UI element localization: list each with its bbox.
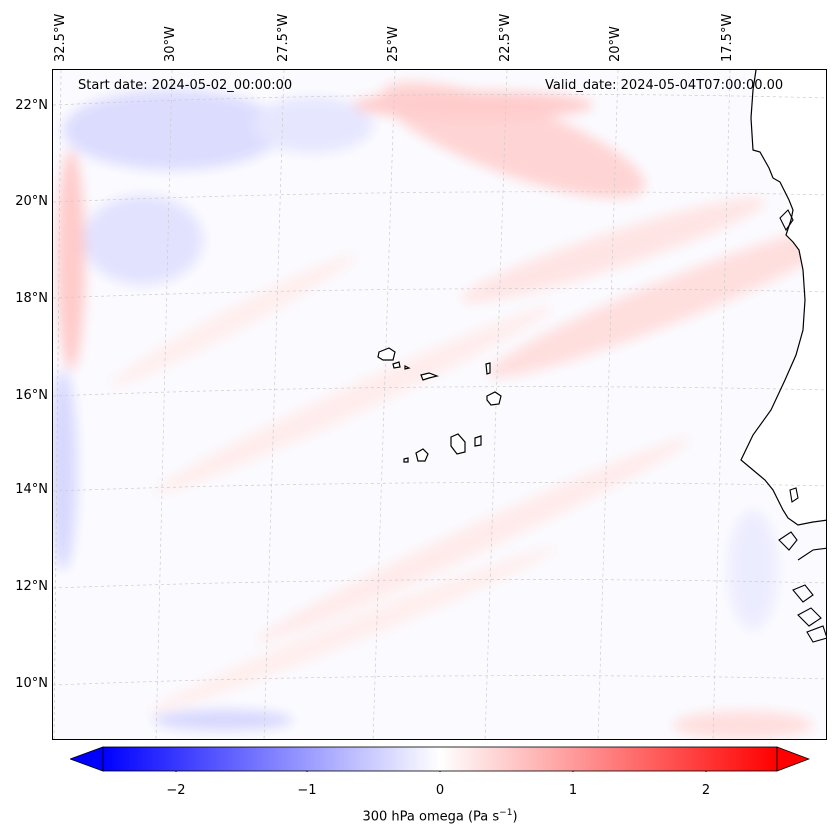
colorbar-title-text: 300 hPa omega (Pa s [362,809,500,825]
omega-positive-area [487,222,826,378]
island-santiago [450,433,466,455]
colorbar-low-extension [68,746,104,772]
coast-detail [792,584,814,603]
africa-landmass [741,70,826,525]
meridian-17-5w [712,70,731,739]
omega-map-panel [52,69,827,740]
lon-label-27-5w: 27.5°W [276,13,291,62]
colorbar-tick-label: 1 [568,783,578,798]
coast-detail [797,607,822,627]
omega-negative-area [153,710,293,730]
parallel-18n [53,288,826,299]
lat-label-22n: 22°N [15,98,48,113]
start-date-label: Start date: 2024-05-02_00:00:00 [78,78,293,93]
lon-label-32-5w: 32.5°W [53,13,68,62]
coast-detail [806,625,826,643]
graticule [53,70,826,739]
colorbar-tick-label: 2 [701,783,711,798]
colorbar-high-extension [776,746,811,772]
island-fogo [415,448,429,462]
coast-detail [797,547,826,561]
omega-negative-area [63,90,283,170]
omega-field-map [53,70,826,739]
parallel-12n [53,579,826,589]
omega-positive-area [109,253,357,387]
omega-positive-area [57,150,85,370]
cape-verde-islands [377,347,502,463]
meridian-25w [372,70,396,739]
colorbar-tick-label: 0 [435,783,445,798]
omega-negative-area [253,97,373,153]
colorbar-title-exponent: −1 [499,808,513,818]
parallel-10n [53,675,826,686]
colorbar-svg [68,746,811,776]
omega-negative-area [53,370,77,570]
parallel-14n [53,482,826,492]
lon-label-20w: 20°W [608,26,623,62]
island-sal [485,362,491,375]
lon-label-22-5w: 22.5°W [498,13,513,62]
omega-positive-area [673,711,813,739]
parallel-20n [53,191,826,203]
lon-label-30w: 30°W [163,26,178,62]
parallel-22n [53,93,826,106]
omega-negative-area [728,510,778,630]
lat-label-12n: 12°N [15,579,48,594]
meridian-27-5w [263,70,285,739]
lat-label-16n: 16°N [15,388,48,403]
island-santa-luzia [404,365,411,370]
meridian-22-5w [484,70,508,739]
africa-coastline [740,70,826,526]
island-brava [403,457,409,463]
omega-field-shading [53,81,826,739]
island-santo-antao [377,347,396,361]
island-sao-nicolau [420,372,440,381]
lat-label-18n: 18°N [15,291,48,306]
meridian-20w [597,70,619,739]
meridian-32-5w [53,70,62,739]
lat-label-14n: 14°N [15,482,48,497]
valid-date-label: Valid_date: 2024-05-04T07:00:00.00 [545,78,784,93]
colorbar-gradient [102,746,778,772]
omega-positive-area [460,197,766,303]
colorbar-tick-label: −1 [297,783,317,798]
omega-positive-area [148,546,558,714]
lon-label-17-5w: 17.5°W [720,13,735,62]
lon-label-25w: 25°W [386,26,401,62]
omega-positive-area [153,306,553,494]
omega-background [53,70,826,739]
lat-label-20n: 20°N [15,194,48,209]
colorbar-tick-label: −2 [166,783,186,798]
island-sao-vicente [392,361,401,369]
coast-detail [778,531,798,551]
colorbar-title-suffix: ) [512,809,518,825]
island-boa-vista [486,391,502,406]
parallel-16n [53,386,826,397]
colorbar-title: 300 hPa omega (Pa s−1) [0,808,837,824]
lat-label-10n: 10°N [15,676,48,691]
coast-detail [779,209,794,232]
meridian-30w [155,70,173,739]
island-maio [474,435,482,447]
omega-negative-area [83,195,203,285]
colorbar [68,746,811,776]
coast-detail [789,487,799,503]
omega-positive-area [353,91,593,119]
omega-positive-area [255,437,691,643]
